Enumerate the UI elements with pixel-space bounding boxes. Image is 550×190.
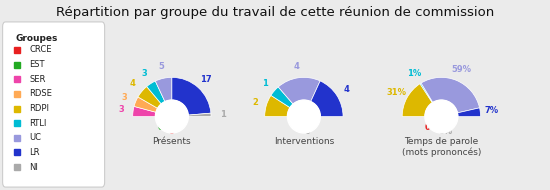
Text: 0: 0 bbox=[305, 127, 311, 136]
Text: Présents: Présents bbox=[152, 137, 191, 146]
Wedge shape bbox=[155, 77, 172, 102]
FancyBboxPatch shape bbox=[3, 22, 104, 187]
Text: 1: 1 bbox=[262, 79, 268, 88]
Text: SER: SER bbox=[30, 75, 46, 84]
Text: 31%: 31% bbox=[387, 88, 406, 97]
Text: 0%: 0% bbox=[425, 123, 439, 132]
Wedge shape bbox=[188, 113, 211, 116]
Wedge shape bbox=[271, 87, 293, 108]
Text: NI: NI bbox=[30, 163, 38, 172]
Text: Groupes: Groupes bbox=[15, 34, 58, 43]
Text: 4: 4 bbox=[130, 79, 136, 88]
Text: 0: 0 bbox=[293, 123, 299, 132]
Text: 5: 5 bbox=[158, 62, 164, 71]
Wedge shape bbox=[458, 108, 481, 116]
Wedge shape bbox=[421, 77, 480, 113]
Wedge shape bbox=[172, 77, 211, 115]
Text: CRCE: CRCE bbox=[30, 45, 52, 55]
Text: 0%: 0% bbox=[438, 127, 452, 136]
Text: 7%: 7% bbox=[485, 106, 499, 115]
Wedge shape bbox=[138, 86, 161, 108]
Text: RDPI: RDPI bbox=[30, 104, 50, 113]
Text: Répartition par groupe du travail de cette réunion de commission: Répartition par groupe du travail de cet… bbox=[56, 6, 494, 19]
Wedge shape bbox=[133, 106, 156, 116]
Wedge shape bbox=[265, 95, 290, 116]
Wedge shape bbox=[147, 81, 165, 104]
Text: 59%: 59% bbox=[451, 65, 471, 74]
Text: 3: 3 bbox=[118, 105, 124, 114]
Circle shape bbox=[288, 100, 320, 133]
Text: UC: UC bbox=[30, 133, 42, 142]
Text: 4: 4 bbox=[294, 62, 300, 71]
Text: 1: 1 bbox=[220, 110, 225, 119]
Text: 2: 2 bbox=[252, 98, 258, 107]
Wedge shape bbox=[311, 81, 343, 116]
Text: LR: LR bbox=[30, 148, 40, 157]
Text: 1%: 1% bbox=[407, 69, 421, 78]
Wedge shape bbox=[402, 84, 432, 116]
Text: 0: 0 bbox=[157, 123, 163, 132]
Text: 17: 17 bbox=[200, 74, 212, 83]
Text: 4: 4 bbox=[344, 85, 350, 93]
Circle shape bbox=[156, 100, 188, 133]
Wedge shape bbox=[134, 97, 158, 112]
Text: 0: 0 bbox=[169, 127, 175, 136]
Text: Interventions: Interventions bbox=[274, 137, 334, 146]
Text: 3: 3 bbox=[122, 93, 128, 102]
Text: EST: EST bbox=[30, 60, 45, 69]
Text: 3: 3 bbox=[142, 69, 147, 78]
Text: RDSE: RDSE bbox=[30, 89, 52, 98]
Wedge shape bbox=[278, 77, 320, 104]
Text: RTLI: RTLI bbox=[30, 119, 47, 128]
Circle shape bbox=[425, 100, 458, 133]
Text: Temps de parole
(mots prononcés): Temps de parole (mots prononcés) bbox=[402, 137, 481, 157]
Wedge shape bbox=[420, 83, 433, 103]
